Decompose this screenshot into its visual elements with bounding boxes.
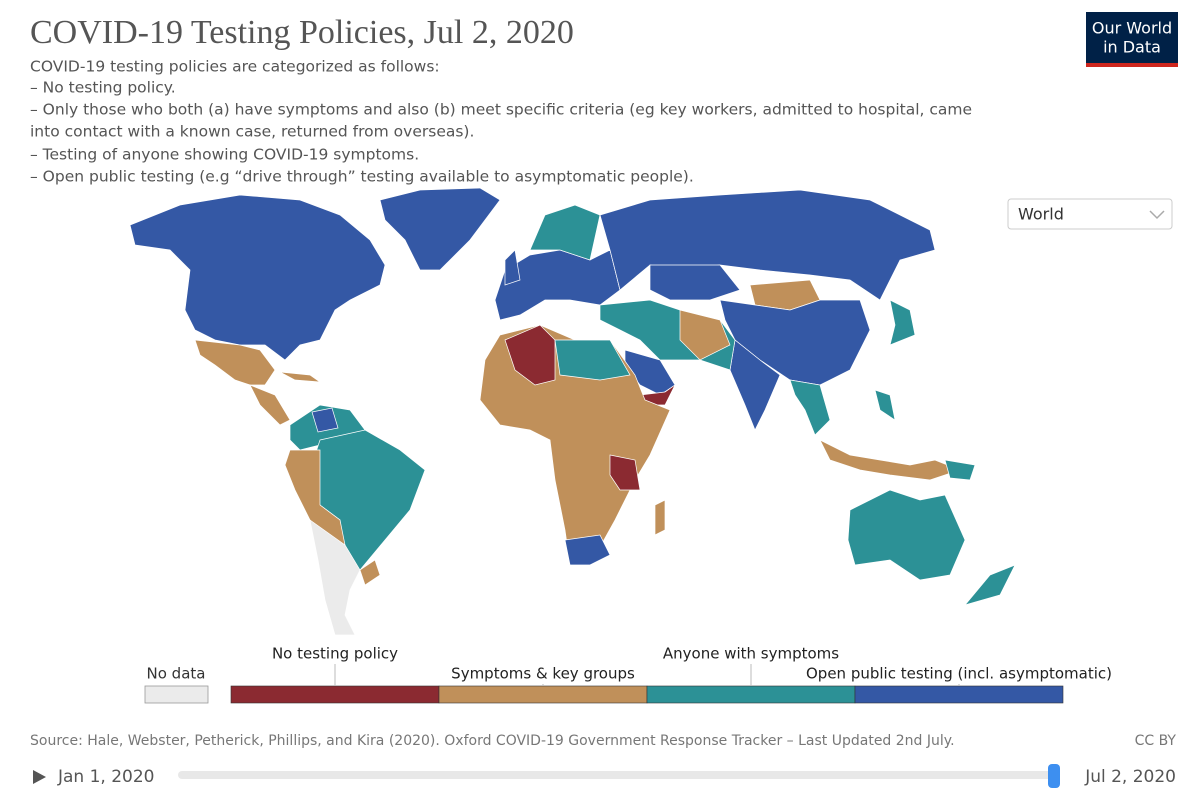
- subtitle-line: – Open public testing (e.g “drive throug…: [30, 168, 694, 186]
- timeline-start: Jan 1, 2020: [57, 767, 155, 787]
- subtitle-line: COVID-19 testing policies are categorize…: [30, 58, 440, 76]
- country[interactable]: [889, 299, 916, 346]
- subtitle-line: – Testing of anyone showing COVID-19 sym…: [30, 146, 419, 164]
- country[interactable]: [504, 324, 556, 386]
- country[interactable]: [654, 499, 666, 536]
- country[interactable]: [359, 559, 381, 586]
- country[interactable]: [944, 459, 976, 481]
- subtitle-line: into contact with a known case, returned…: [30, 123, 474, 141]
- legend-label: No testing policy: [272, 645, 398, 663]
- subtitle-line: – Only those who both (a) have symptoms …: [30, 101, 972, 119]
- world-map: [129, 187, 1016, 636]
- subtitle: COVID-19 testing policies are categorize…: [30, 58, 972, 186]
- legend-no-data-box: [144, 685, 209, 704]
- country[interactable]: [964, 564, 1016, 606]
- country[interactable]: [847, 489, 966, 581]
- country[interactable]: [311, 407, 339, 433]
- legend-swatch: [230, 685, 440, 704]
- country[interactable]: [874, 389, 896, 421]
- title: COVID-19 Testing Policies, Jul 2, 2020: [30, 14, 574, 51]
- play-button[interactable]: [33, 770, 46, 784]
- region-selector[interactable]: World: [1007, 198, 1173, 230]
- legend-label: Anyone with symptoms: [663, 645, 839, 663]
- legend-label: Open public testing (incl. asymptomatic): [806, 665, 1112, 683]
- country[interactable]: [194, 339, 276, 386]
- timeline-handle[interactable]: [1048, 764, 1060, 788]
- country[interactable]: [379, 187, 501, 271]
- country[interactable]: [599, 189, 936, 301]
- dropdown-arrow: [1149, 210, 1165, 220]
- legend-label: Symptoms & key groups: [451, 665, 635, 683]
- source: Source: Hale, Webster, Petherick, Philli…: [30, 733, 955, 749]
- timeline-end: Jul 2, 2020: [1084, 767, 1176, 787]
- country[interactable]: [679, 309, 731, 361]
- license: CC BY: [1135, 733, 1177, 749]
- logo-box: [1086, 12, 1178, 67]
- dropdown-value: World: [1018, 205, 1064, 224]
- country[interactable]: [529, 204, 601, 261]
- country[interactable]: [609, 454, 641, 491]
- legend-swatch: [646, 685, 856, 704]
- legend-swatch: [438, 685, 648, 704]
- legend: No data No testing policy Symptoms & key …: [144, 645, 1112, 704]
- logo-text: in Data: [1103, 38, 1161, 57]
- country[interactable]: [729, 339, 781, 431]
- country[interactable]: [309, 519, 361, 636]
- country[interactable]: [819, 439, 962, 481]
- country[interactable]: [279, 371, 322, 383]
- timeline-track[interactable]: [178, 771, 1052, 779]
- logo-text: Our World: [1092, 19, 1172, 38]
- legend-label: No data: [147, 665, 206, 683]
- logo-bar: [1086, 63, 1178, 67]
- timeline: Jan 1, 2020 Jul 2, 2020: [33, 764, 1176, 788]
- subtitle-line: – No testing policy.: [30, 79, 176, 97]
- country[interactable]: [504, 249, 521, 286]
- logo[interactable]: Our World in Data: [1086, 12, 1178, 67]
- legend-swatch: [854, 685, 1064, 704]
- country[interactable]: [789, 379, 831, 436]
- country[interactable]: [564, 534, 611, 566]
- country[interactable]: [129, 194, 386, 361]
- country[interactable]: [249, 384, 291, 426]
- dropdown[interactable]: [1007, 198, 1173, 230]
- country[interactable]: [649, 264, 741, 301]
- country[interactable]: [554, 339, 631, 381]
